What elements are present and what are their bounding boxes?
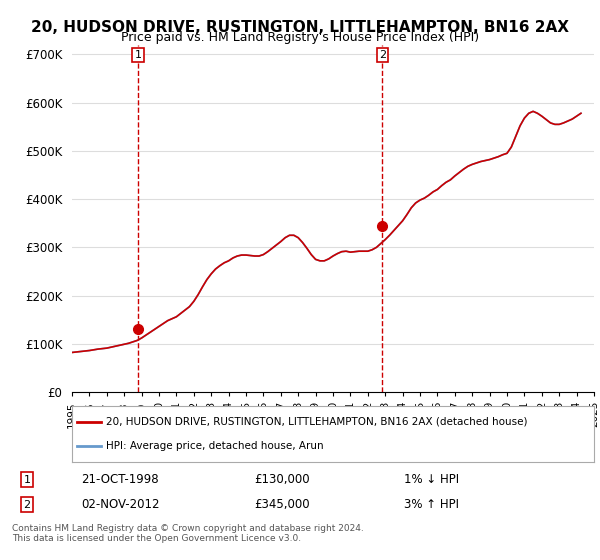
Text: 21-OCT-1998: 21-OCT-1998 xyxy=(81,473,159,486)
Text: 2: 2 xyxy=(379,50,386,60)
Text: 02-NOV-2012: 02-NOV-2012 xyxy=(81,498,160,511)
Text: HPI: Average price, detached house, Arun: HPI: Average price, detached house, Arun xyxy=(106,441,323,451)
Text: 2: 2 xyxy=(23,500,31,510)
Text: £345,000: £345,000 xyxy=(254,498,310,511)
Text: 20, HUDSON DRIVE, RUSTINGTON, LITTLEHAMPTON, BN16 2AX (detached house): 20, HUDSON DRIVE, RUSTINGTON, LITTLEHAMP… xyxy=(106,417,527,427)
Text: 1% ↓ HPI: 1% ↓ HPI xyxy=(404,473,459,486)
Text: 20, HUDSON DRIVE, RUSTINGTON, LITTLEHAMPTON, BN16 2AX: 20, HUDSON DRIVE, RUSTINGTON, LITTLEHAMP… xyxy=(31,20,569,35)
Text: Contains HM Land Registry data © Crown copyright and database right 2024.
This d: Contains HM Land Registry data © Crown c… xyxy=(12,524,364,543)
Text: £130,000: £130,000 xyxy=(254,473,310,486)
Text: Price paid vs. HM Land Registry's House Price Index (HPI): Price paid vs. HM Land Registry's House … xyxy=(121,31,479,44)
Text: 1: 1 xyxy=(23,475,31,485)
Text: 1: 1 xyxy=(134,50,142,60)
Text: 3% ↑ HPI: 3% ↑ HPI xyxy=(404,498,458,511)
